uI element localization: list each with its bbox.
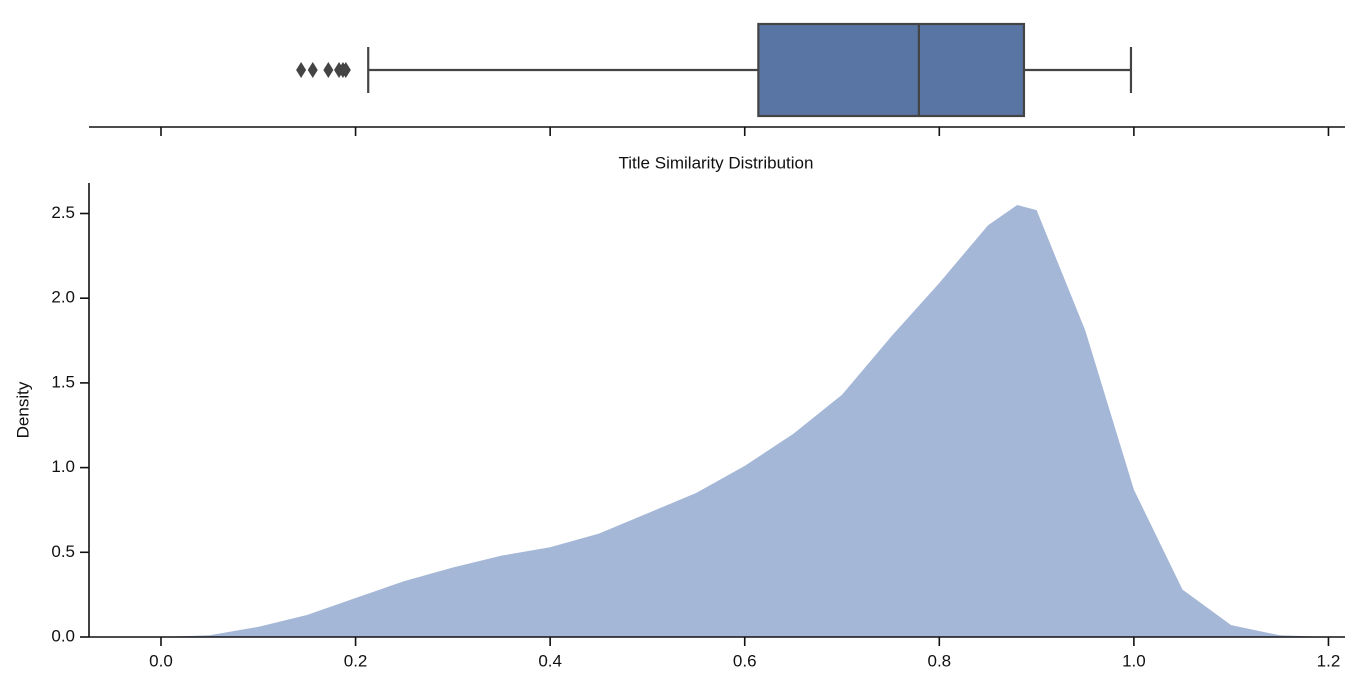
- x-tick-label: 0.2: [344, 651, 368, 670]
- box: [757, 22, 1026, 118]
- y-tick-label: 0.5: [51, 542, 75, 561]
- outlier: [340, 62, 351, 78]
- y-tick-label: 1.5: [51, 372, 75, 391]
- y-axis-label: Density: [13, 381, 32, 438]
- x-tick-label: 0.4: [538, 651, 562, 670]
- x-tick-label: 0.6: [733, 651, 757, 670]
- x-tick-label: 1.2: [1317, 651, 1341, 670]
- outlier: [296, 62, 307, 78]
- x-tick-label: 0.8: [927, 651, 951, 670]
- x-tick-label: 1.0: [1122, 651, 1146, 670]
- outlier: [307, 62, 318, 78]
- y-tick-label: 1.0: [51, 457, 75, 476]
- y-tick-label: 2.5: [51, 203, 75, 222]
- outlier: [323, 62, 334, 78]
- x-tick-label: 0.0: [149, 651, 173, 670]
- density-area: [160, 205, 1329, 637]
- y-tick-label: 0.0: [51, 626, 75, 645]
- y-tick-label: 2.0: [51, 288, 75, 307]
- chart-title: Title Similarity Distribution: [619, 153, 814, 172]
